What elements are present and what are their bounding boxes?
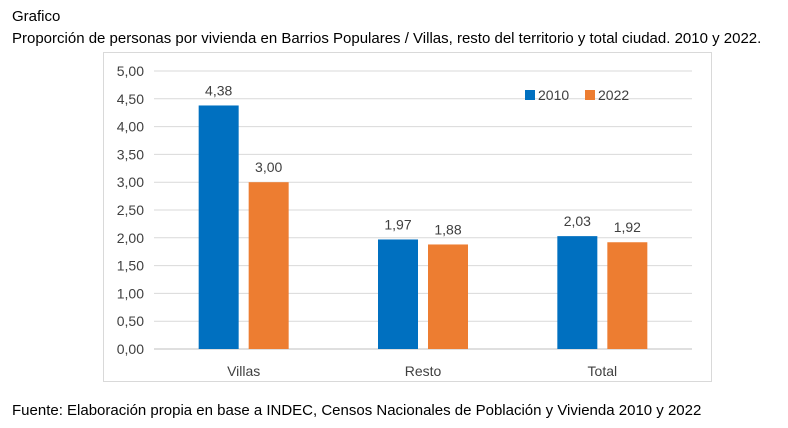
y-tick-label: 0,50	[117, 313, 144, 329]
data-label: 1,97	[384, 216, 411, 232]
bar	[198, 105, 239, 349]
chart-title: Proporción de personas por vivienda en B…	[12, 30, 762, 47]
y-tick-label: 1,50	[117, 258, 144, 274]
data-label: 1,88	[434, 221, 461, 237]
bar	[248, 182, 289, 349]
y-tick-label: 4,50	[117, 91, 144, 107]
y-tick-label: 3,50	[117, 146, 144, 162]
y-tick-label: 4,00	[117, 119, 144, 135]
y-tick-label: 2,50	[117, 202, 144, 218]
legend-label: 2010	[538, 87, 569, 103]
data-label: 1,92	[614, 219, 641, 235]
data-label: 3,00	[255, 159, 282, 175]
legend-swatch	[585, 90, 595, 100]
y-tick-label: 2,00	[117, 230, 144, 246]
y-tick-label: 0,00	[117, 341, 144, 357]
bar-chart: 0,00 0,50 1,00 1,50 2,00 2,50 3,00 3,50 4,00 4,50…	[117, 63, 692, 379]
x-tick-label: Resto	[405, 363, 442, 379]
bar	[378, 239, 418, 349]
legend-label: 2022	[598, 87, 629, 103]
y-tick-label: 3,00	[117, 174, 144, 190]
source-note: Fuente: Elaboración propia en base a IND…	[12, 402, 702, 419]
bar	[607, 242, 648, 349]
bar	[428, 244, 468, 349]
chart-area: 0,00 0,50 1,00 1,50 2,00 2,50 3,00 3,50 4,00 4,50…	[103, 52, 712, 382]
data-label: 4,38	[205, 82, 232, 98]
bar	[557, 236, 598, 349]
y-tick-label: 5,00	[117, 63, 144, 79]
legend-swatch	[525, 90, 535, 100]
chart-label: Grafico	[12, 8, 61, 25]
y-tick-label: 1,00	[117, 285, 144, 301]
x-tick-label: Villas	[227, 363, 260, 379]
data-label: 2,03	[564, 213, 591, 229]
x-tick-label: Total	[588, 363, 618, 379]
